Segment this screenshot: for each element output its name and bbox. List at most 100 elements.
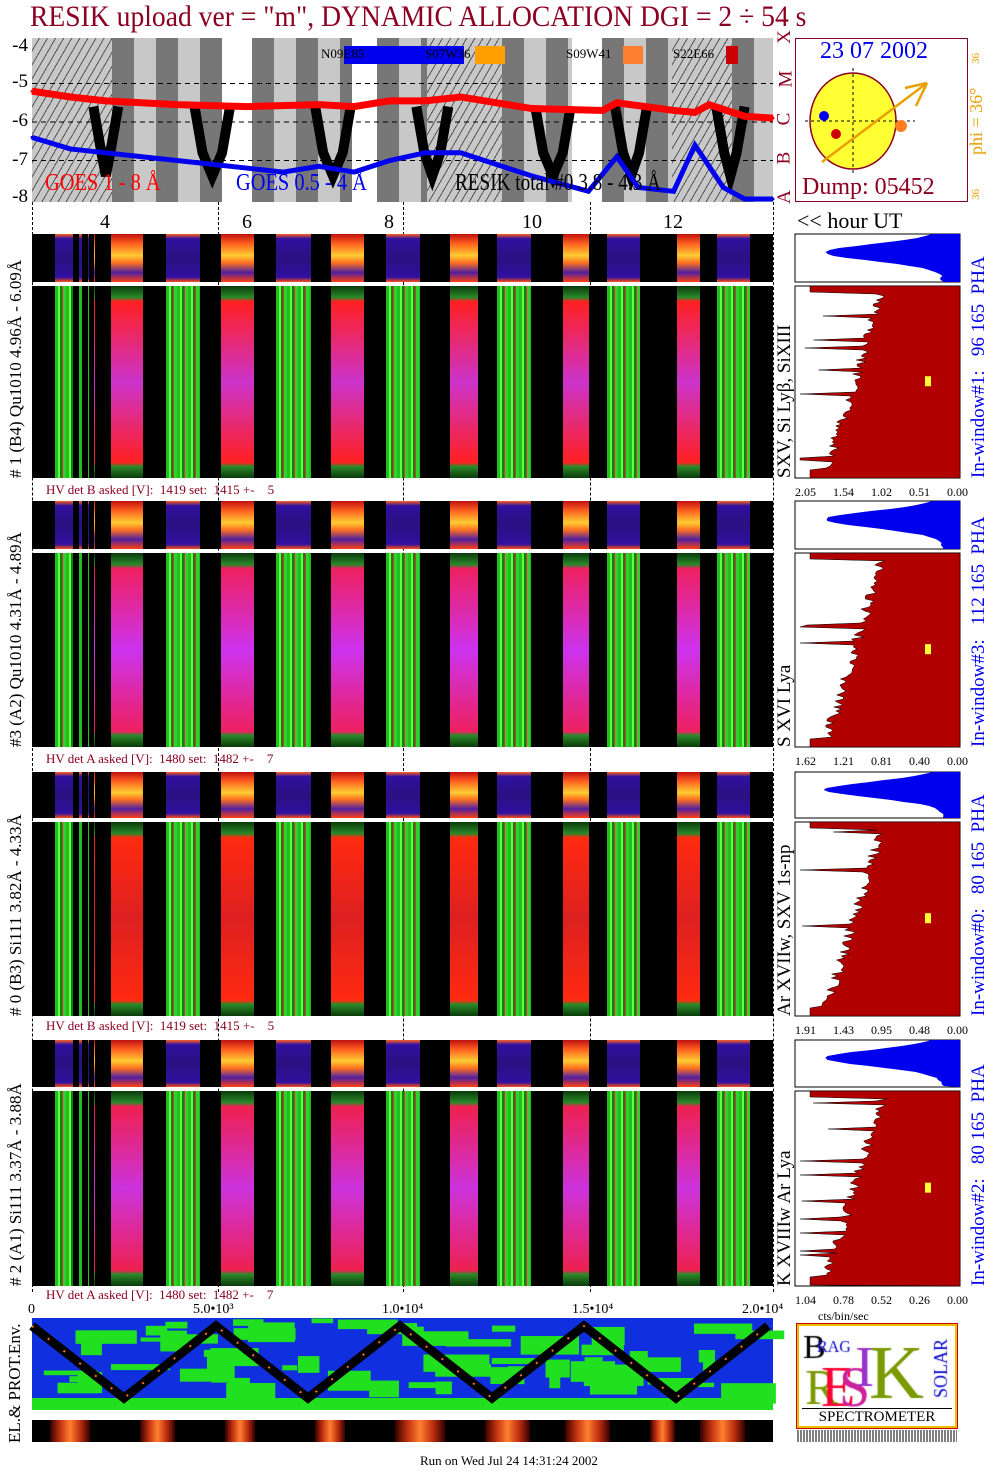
time-divider [218, 202, 219, 1292]
color-bar-segment [225, 1420, 255, 1442]
pha-strip-column [111, 772, 143, 818]
spectrogram-column [276, 553, 311, 747]
spectrogram-column [497, 286, 531, 478]
pha-strip-column [563, 772, 589, 818]
spectrum-x-tick: 0.78 [833, 1293, 854, 1307]
class-letter: A [773, 190, 795, 204]
hv-status: HV det A asked [V]: 1480 set: 1482 +- 7 [46, 1287, 274, 1302]
pha-strip-column [563, 1040, 589, 1087]
pha-strip-column [386, 772, 420, 818]
hv-status: HV det A asked [V]: 1480 set: 1482 +- 7 [46, 751, 274, 766]
spectrogram-column [386, 553, 420, 747]
data-point [281, 170, 285, 174]
pha-strip-column [94, 234, 95, 282]
pha-strip-column [276, 234, 311, 282]
hour-tick: 6 [242, 211, 252, 233]
spectrogram-column [79, 553, 82, 747]
pha-strip-column [677, 501, 700, 549]
hv-status: HV det B asked [V]: 1419 set: 1415 +- 5 [46, 1018, 275, 1033]
spectrum-x-tick: 1.43 [833, 1023, 854, 1037]
spectrum-x-tick: 0.52 [871, 1293, 892, 1307]
pha-strip-column [450, 1040, 478, 1087]
spectrum-profile [794, 552, 961, 748]
legend-goes-long: GOES 1 - 8 Å [45, 170, 161, 196]
data-point [175, 159, 179, 162]
spectrogram-column [450, 286, 478, 478]
spectrogram-column [276, 1091, 311, 1286]
pha-strip-column [88, 234, 89, 282]
in-window-label: In-window#0: 80 165 PHA [968, 794, 989, 1016]
spectrum-fill [799, 821, 961, 1017]
region-label: S07W36 [425, 46, 471, 61]
resik-total-trace [189, 105, 235, 189]
spectrogram-column [166, 1091, 200, 1286]
pha-strip-column [717, 1040, 750, 1087]
region-label: N09E85 [321, 46, 365, 61]
spectrogram-column [717, 1091, 750, 1286]
environment-patch [694, 1323, 753, 1334]
pha-strip-column [55, 501, 73, 549]
hv-status: HV det B asked [V]: 1419 set: 1415 +- 5 [46, 482, 275, 497]
time-divider [32, 202, 33, 1292]
data-point [586, 189, 590, 193]
hour-tick: 10 [522, 211, 542, 233]
series-line [31, 87, 774, 122]
pha-strip-column [94, 772, 95, 818]
environment-patch [584, 1357, 603, 1366]
spectrum-fill [799, 552, 961, 748]
spectrogram-column [55, 553, 73, 747]
time-divider [403, 202, 404, 1292]
sun-date: 23 07 2002 [820, 38, 928, 64]
region-color-box [726, 46, 738, 64]
spectrogram-column [717, 822, 750, 1016]
y-tick: -7 [12, 149, 28, 170]
data-point [352, 170, 356, 174]
spectrogram-column [331, 1091, 364, 1286]
spectrum-x-tick: 2.05 [795, 485, 816, 499]
pha-strip-column [607, 772, 640, 818]
line-ids-label: S XVI Lya [774, 664, 795, 747]
environment-patch [647, 1378, 703, 1385]
spectrum-fill [799, 1090, 961, 1287]
spectrum-x-tick: 0.40 [909, 754, 930, 768]
spectrogram-column [717, 553, 750, 747]
pha-strip-column [607, 1040, 640, 1087]
spectrum-x-tick: 0.81 [871, 754, 892, 768]
region-color-box [475, 46, 505, 64]
pha-strip-column [88, 1040, 89, 1087]
pha-strip-column [221, 234, 254, 282]
env-x-tick: 1.5•10⁴ [572, 1302, 614, 1317]
environment-patch [233, 1328, 296, 1340]
data-point [615, 155, 619, 159]
environment-patch [400, 1323, 418, 1331]
resik-total-trace [88, 105, 124, 177]
data-point [388, 159, 392, 162]
y-tick: -6 [12, 110, 28, 131]
spectrogram-column [88, 822, 89, 1016]
class-letter: X [773, 30, 795, 44]
data-point [459, 151, 463, 155]
legend-goes-short: GOES 0.5 - 4 Å [236, 170, 367, 196]
data-point [743, 197, 747, 201]
region-label: S22E66 [673, 46, 715, 61]
spectrogram-column [386, 1091, 420, 1286]
environment-patch [698, 1349, 716, 1363]
data-point [423, 151, 427, 155]
data-point [423, 99, 427, 103]
pha-strip-column [607, 501, 640, 549]
logo-lettering [799, 1326, 955, 1408]
pha-strip-column [331, 772, 364, 818]
spectrogram-column [563, 1091, 589, 1286]
data-point [68, 147, 72, 151]
pha-strip-column [79, 772, 82, 818]
environment-patch [369, 1380, 399, 1398]
data-point [104, 99, 108, 103]
goes-plot [30, 83, 775, 202]
spectrogram-column [79, 822, 82, 1016]
region-color-box [623, 46, 643, 64]
environment-patch [446, 1339, 512, 1347]
pha-strip-column [221, 501, 254, 549]
occultation-band [352, 38, 377, 202]
spectrogram-column [166, 286, 200, 478]
